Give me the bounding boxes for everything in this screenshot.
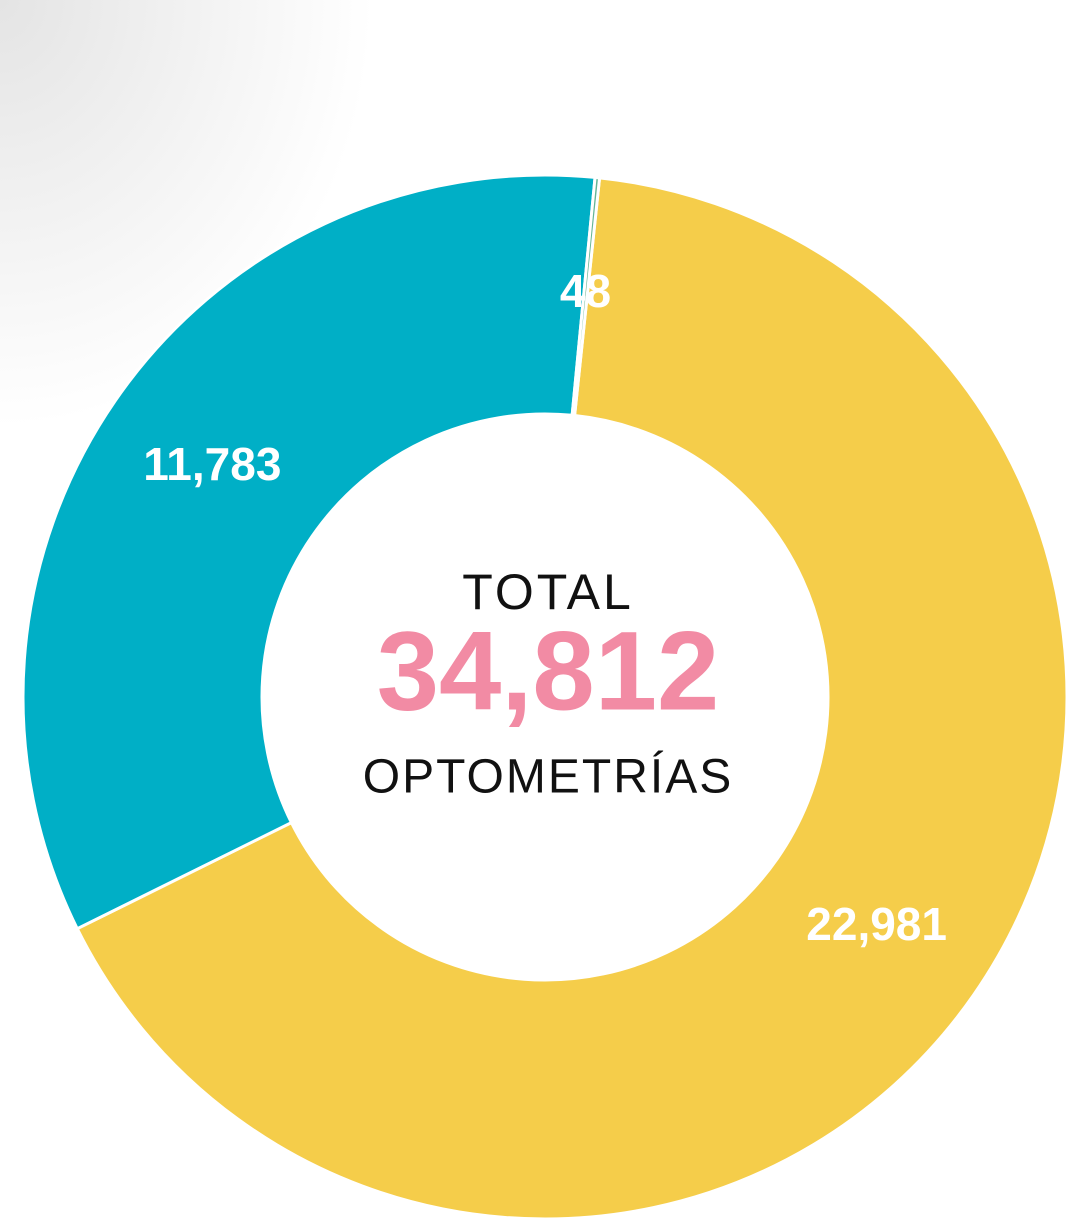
data-label: 48 [560,265,611,317]
slice [75,176,1066,1220]
data-label: 22,981 [806,898,947,950]
center-bottom: OPTOMETRÍAS [363,751,734,804]
center-top: TOTAL [462,564,634,620]
data-label: 11,783 [143,438,281,490]
slice [21,173,597,931]
slices [21,173,1066,1220]
center-total: 34,812 [377,609,720,734]
slice [570,175,602,418]
